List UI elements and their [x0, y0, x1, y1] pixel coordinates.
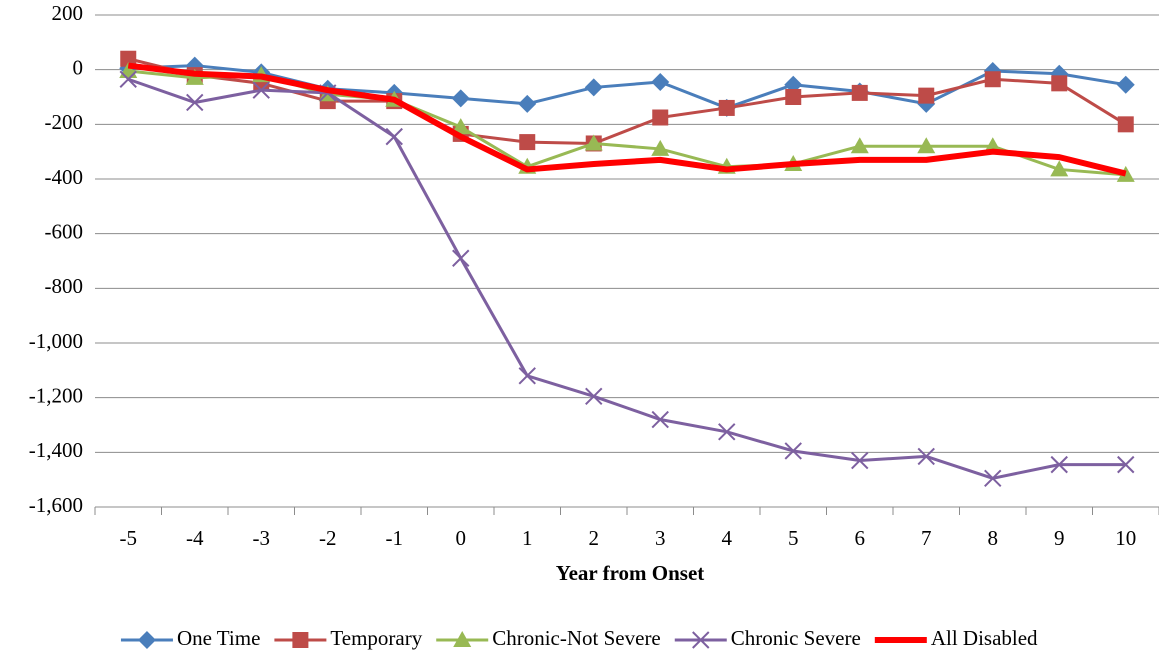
x-tick-label: 9 — [1054, 526, 1065, 550]
y-tick-label: -1,200 — [29, 383, 83, 407]
marker — [518, 94, 537, 113]
x-tick-label: 8 — [988, 526, 999, 550]
marker — [585, 387, 603, 406]
marker — [651, 72, 670, 91]
marker — [451, 118, 470, 135]
legend: One Time Temporary Chronic-Not Severe Chron… — [120, 626, 1038, 650]
legend-label: One Time — [177, 626, 260, 650]
x-tick-label: -2 — [319, 526, 337, 550]
series-line — [127, 62, 1127, 177]
marker — [518, 367, 536, 385]
marker — [451, 89, 470, 108]
x-tick-label: 3 — [655, 526, 666, 550]
x-tick-label: 6 — [855, 526, 866, 550]
marker — [785, 89, 802, 105]
legend-label: Chronic Severe — [731, 626, 861, 650]
marker — [1117, 455, 1135, 474]
x-tick-label: 7 — [921, 526, 932, 550]
y-tick-label: -400 — [45, 165, 84, 189]
x-tick-label: 2 — [589, 526, 600, 550]
x-tick-label: -5 — [120, 526, 138, 550]
marker — [584, 134, 603, 151]
y-tick-label: -200 — [45, 110, 84, 134]
legend-marker — [453, 631, 472, 647]
marker — [1050, 455, 1068, 474]
marker — [784, 442, 802, 460]
marker — [519, 134, 536, 151]
series-line — [127, 57, 1127, 145]
marker — [917, 137, 936, 154]
legend-marker — [692, 631, 710, 649]
marker — [917, 447, 935, 466]
x-tick-label: -1 — [386, 526, 404, 550]
marker — [1117, 116, 1134, 133]
marker — [584, 78, 603, 97]
marker — [186, 93, 204, 112]
x-axis-title: Year from Onset — [556, 561, 705, 585]
x-tick-label: 5 — [788, 526, 799, 550]
legend-marker — [137, 631, 156, 649]
legend-label: Chronic-Not Severe — [492, 626, 661, 650]
marker — [851, 84, 868, 101]
y-tick-label: 0 — [73, 55, 84, 79]
marker — [252, 81, 270, 99]
marker — [652, 109, 669, 126]
marker — [119, 70, 137, 88]
legend-label: Temporary — [330, 626, 422, 650]
marker — [851, 451, 869, 470]
y-tick-label: -800 — [45, 274, 84, 298]
marker — [452, 249, 470, 267]
x-tick-label: 10 — [1115, 526, 1136, 550]
y-tick-label: -1,000 — [29, 329, 83, 353]
x-tick-label: 1 — [522, 526, 533, 550]
y-tick-label: 200 — [52, 1, 84, 25]
x-tick-label: 0 — [456, 526, 467, 550]
legend-marker — [292, 632, 309, 648]
marker — [718, 423, 736, 441]
marker — [984, 71, 1001, 88]
marker — [120, 50, 137, 67]
x-tick-label: -3 — [253, 526, 271, 550]
marker — [718, 99, 735, 116]
legend-label: All Disabled — [931, 626, 1038, 650]
marker — [850, 137, 869, 154]
marker — [1116, 75, 1135, 94]
x-tick-label: 4 — [722, 526, 733, 550]
marker — [918, 87, 935, 104]
series-line — [127, 77, 1126, 480]
marker — [1050, 160, 1069, 177]
marker — [1116, 165, 1135, 182]
marker — [651, 139, 670, 156]
x-tick-label: -4 — [186, 526, 204, 550]
y-tick-label: -1,400 — [29, 438, 83, 462]
marker — [385, 127, 403, 146]
marker — [984, 469, 1002, 488]
marker — [1051, 75, 1068, 92]
y-tick-label: -600 — [45, 219, 84, 243]
marker — [651, 410, 669, 429]
marker — [185, 68, 204, 85]
y-tick-label: -1,600 — [29, 493, 83, 517]
